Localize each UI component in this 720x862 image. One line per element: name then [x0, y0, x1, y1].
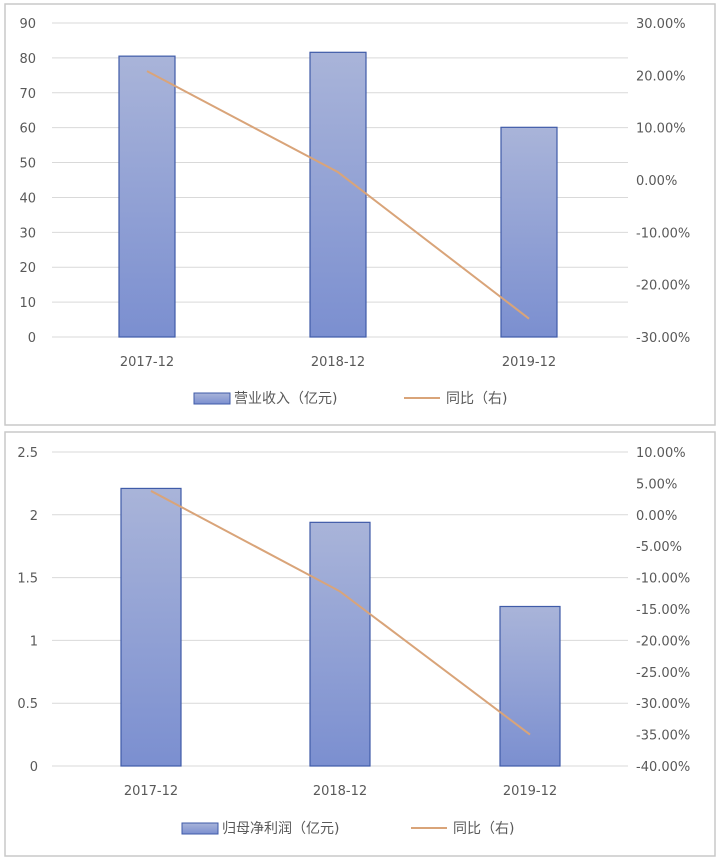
x-tick-label: 2019-12: [503, 784, 557, 799]
x-tick-label: 2018-12: [311, 355, 365, 370]
right-tick-label: -10.00%: [636, 572, 690, 587]
right-tick-label: 20.00%: [636, 69, 686, 84]
legend-line-label: 同比（右): [446, 391, 507, 407]
right-tick-label: 5.00%: [636, 477, 677, 492]
bar: [120, 487, 182, 767]
left-tick-label: 1.5: [17, 572, 38, 587]
right-tick-label: -35.00%: [636, 729, 690, 744]
legend-bar-swatch: [181, 822, 219, 835]
bar: [500, 126, 558, 338]
left-tick-label: 50: [19, 157, 36, 172]
bar: [499, 605, 561, 767]
left-tick-label: 90: [19, 17, 36, 32]
right-tick-label: -20.00%: [636, 634, 690, 649]
left-tick-label: 2.5: [17, 446, 38, 461]
right-tick-label: -5.00%: [636, 540, 682, 555]
left-tick-label: 30: [19, 226, 36, 241]
bar: [118, 55, 176, 338]
right-tick-label: -30.00%: [636, 697, 690, 712]
x-tick-label: 2019-12: [502, 355, 556, 370]
legend-bar-label: 营业收入（亿元): [234, 391, 337, 407]
right-tick-label: 30.00%: [636, 17, 686, 32]
chart-panel-2: 0 0.5 1 1.5 2 2.5 -40.00% -35.00% -30.00% -25.00%…: [4, 431, 716, 857]
legend-bar-swatch: [193, 392, 231, 405]
left-tick-label: 40: [19, 191, 36, 206]
left-tick-label: 80: [19, 52, 36, 67]
right-tick-label: 10.00%: [636, 446, 686, 461]
left-tick-label: 1: [30, 634, 38, 649]
left-tick-label: 2: [30, 509, 38, 524]
bar: [309, 521, 371, 767]
legend-bar-label: 归母净利润（亿元): [222, 820, 339, 837]
left-tick-label: 70: [19, 87, 36, 102]
right-tick-label: 0.00%: [636, 174, 677, 189]
right-tick-label: 10.00%: [636, 122, 686, 137]
right-tick-label: 0.00%: [636, 509, 677, 524]
right-tick-label: -40.00%: [636, 760, 690, 775]
x-tick-label: 2017-12: [124, 784, 178, 799]
right-tick-label: -30.00%: [636, 331, 690, 346]
left-tick-label: 0.5: [17, 697, 38, 712]
x-tick-label: 2018-12: [313, 784, 367, 799]
right-tick-label: -25.00%: [636, 666, 690, 681]
legend-line-label: 同比（右): [453, 821, 514, 837]
left-tick-label: 60: [19, 122, 36, 137]
right-tick-label: -20.00%: [636, 279, 690, 294]
left-tick-label: 20: [19, 261, 36, 276]
chart-panel-1: 0 10 20 30 40 50 60 70 80 90 -30.00% -20.00% -10.00%…: [4, 3, 716, 426]
right-tick-label: -10.00%: [636, 226, 690, 241]
left-tick-label: 0: [30, 760, 38, 775]
bar: [309, 51, 367, 338]
right-tick-label: -15.00%: [636, 603, 690, 618]
left-tick-label: 0: [28, 331, 36, 346]
left-tick-label: 10: [19, 296, 36, 311]
x-tick-label: 2017-12: [120, 355, 174, 370]
